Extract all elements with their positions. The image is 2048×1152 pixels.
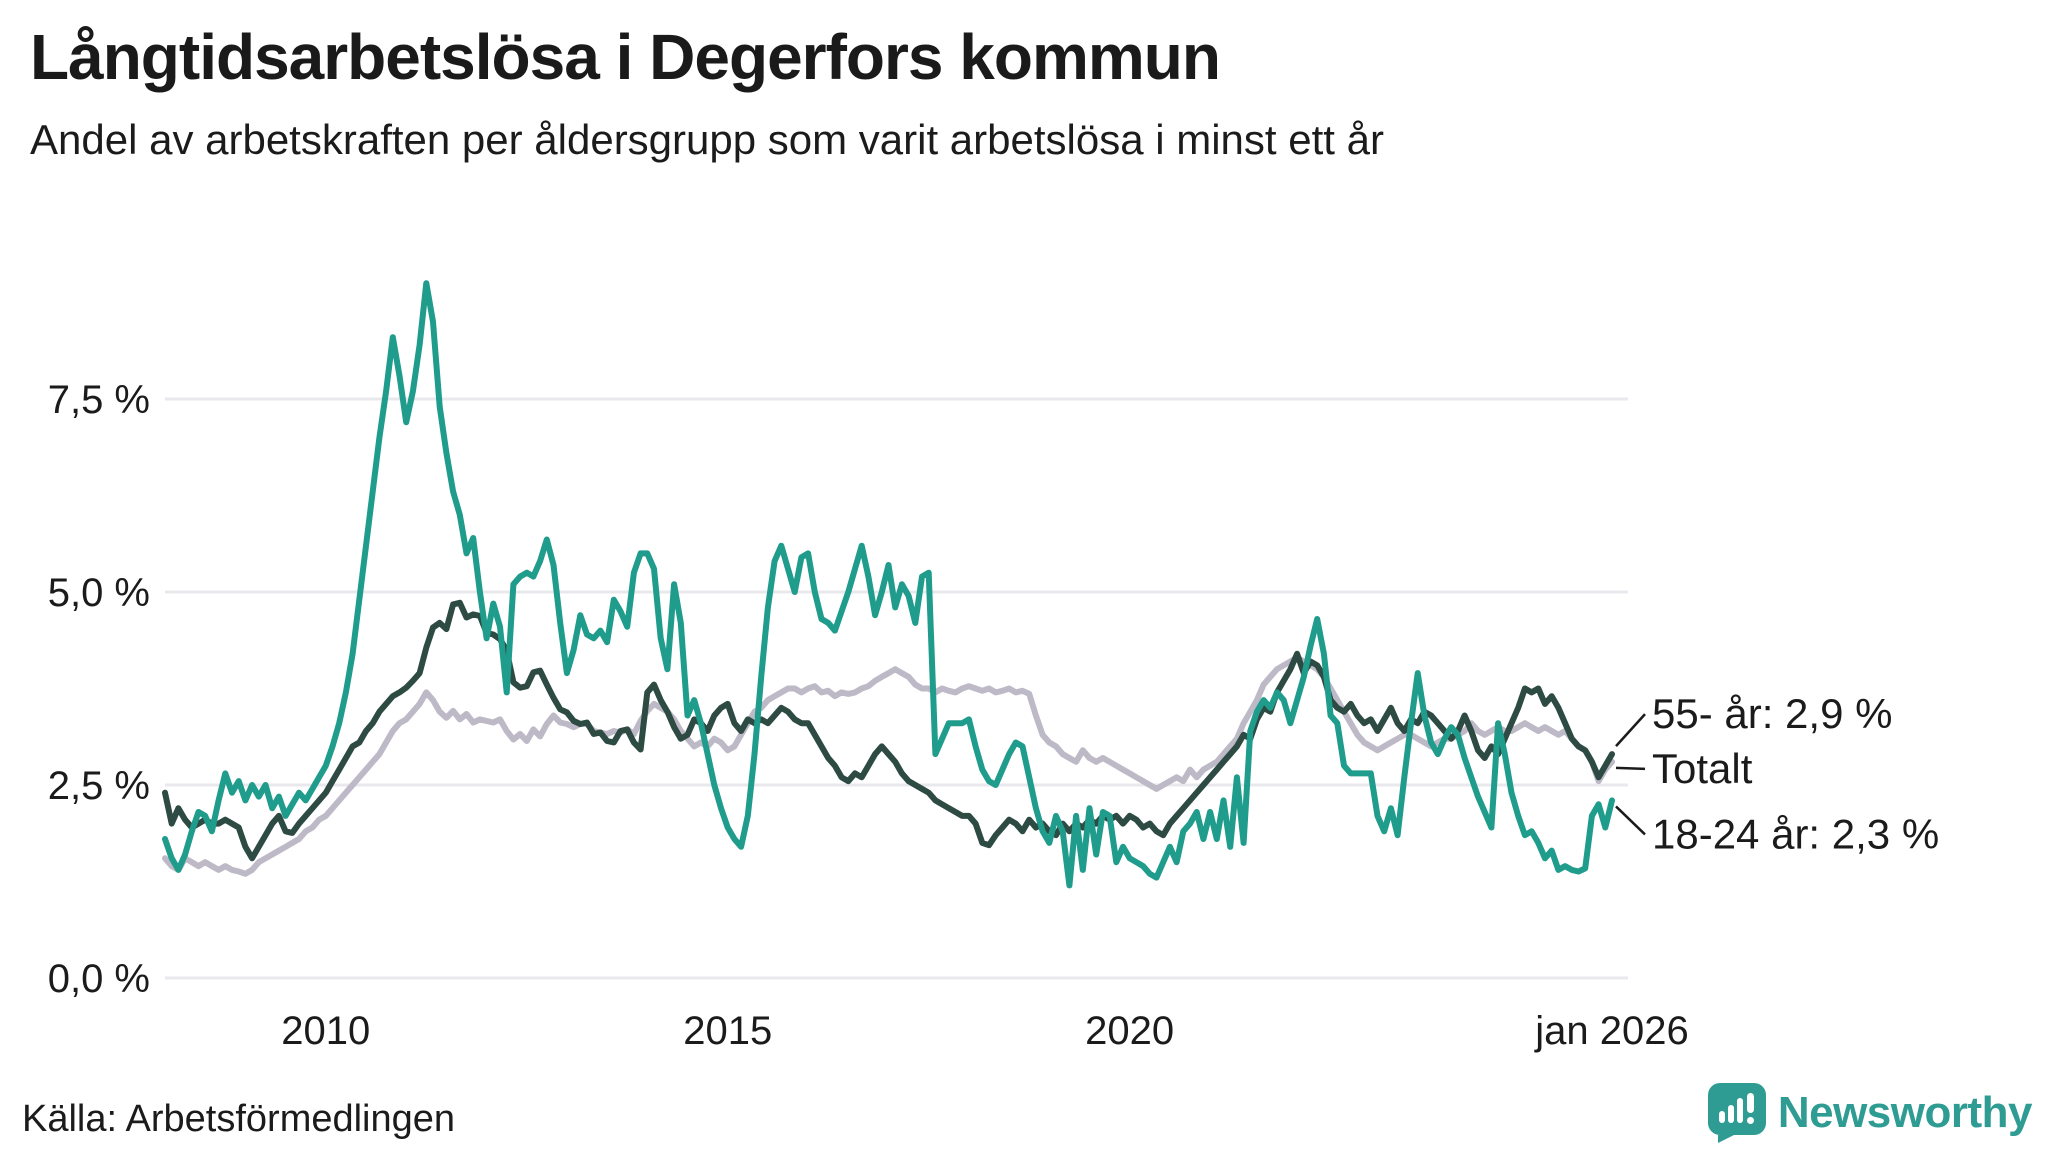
annotation-connector-18-24-r bbox=[1615, 805, 1646, 836]
y-axis-tick-label: 0,0 % bbox=[48, 957, 150, 1001]
page-title: Långtidsarbetslösa i Degerfors kommun bbox=[30, 21, 1221, 93]
series-end-label-55-r: 55- år: 2,9 % bbox=[1652, 690, 1892, 737]
x-axis-tick-label: 2015 bbox=[683, 1009, 772, 1053]
y-axis-tick-label: 7,5 % bbox=[48, 378, 150, 422]
annotation-connector-55-r bbox=[1615, 713, 1646, 747]
series-line-totalt bbox=[162, 654, 1615, 877]
source-note: Källa: Arbetsförmedlingen bbox=[22, 1098, 456, 1140]
x-axis-tick-label: jan 2026 bbox=[1534, 1009, 1688, 1053]
x-axis-tick-label: 2020 bbox=[1085, 1009, 1174, 1053]
x-axis-tick-label: 2010 bbox=[281, 1009, 370, 1053]
annotation-connector-totalt bbox=[1615, 766, 1646, 771]
newsworthy-logo: Newsworthy bbox=[1707, 1082, 2033, 1144]
y-axis-tick-label: 2,5 % bbox=[48, 764, 150, 808]
brand-name: Newsworthy bbox=[1777, 1088, 2033, 1137]
chart-subtitle: Andel av arbetskraften per åldersgrupp s… bbox=[30, 116, 1384, 163]
series-line-18-24-r bbox=[162, 280, 1615, 889]
series-line-55-r bbox=[162, 599, 1615, 862]
series-end-label-18-24-r: 18-24 år: 2,3 % bbox=[1652, 810, 1939, 857]
bar-chart-speech-bubble-icon bbox=[1707, 1083, 1766, 1143]
y-axis-tick-label: 5,0 % bbox=[48, 571, 150, 615]
series-end-label-totalt: Totalt bbox=[1652, 745, 1753, 792]
